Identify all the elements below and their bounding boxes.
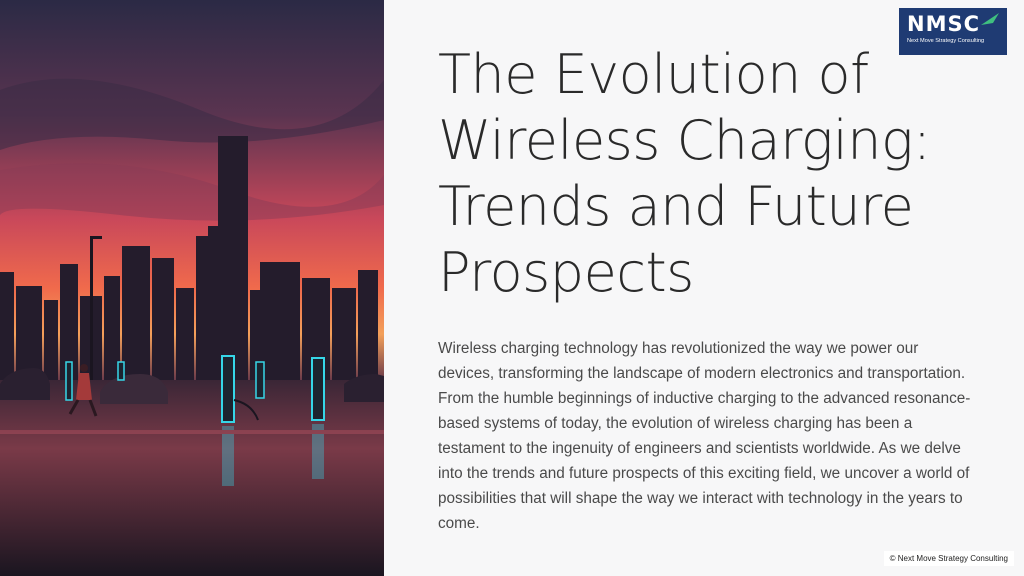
copyright-notice: © Next Move Strategy Consulting bbox=[883, 551, 1014, 566]
title-line: Trends and Future bbox=[438, 175, 914, 238]
logo-mark: NMSC bbox=[907, 12, 981, 36]
arrow-icon bbox=[981, 13, 999, 25]
title-line: Prospects bbox=[438, 241, 694, 304]
slide-body-text: Wireless charging technology has revolut… bbox=[438, 340, 971, 532]
title-line: Wireless Charging: bbox=[438, 109, 931, 172]
slide-title: The Evolution of Wireless Charging: Tren… bbox=[438, 42, 958, 306]
city-sunset-image bbox=[0, 0, 384, 576]
city-sunset-illustration bbox=[0, 0, 384, 576]
pedestrian bbox=[68, 364, 98, 417]
charging-stations bbox=[65, 355, 325, 423]
title-line: The Evolution of bbox=[438, 43, 869, 106]
nmsc-logo: NMSC Next Move Strategy Consulting bbox=[899, 8, 1007, 55]
parked-cars bbox=[0, 368, 384, 404]
logo-tagline: Next Move Strategy Consulting bbox=[907, 38, 985, 44]
